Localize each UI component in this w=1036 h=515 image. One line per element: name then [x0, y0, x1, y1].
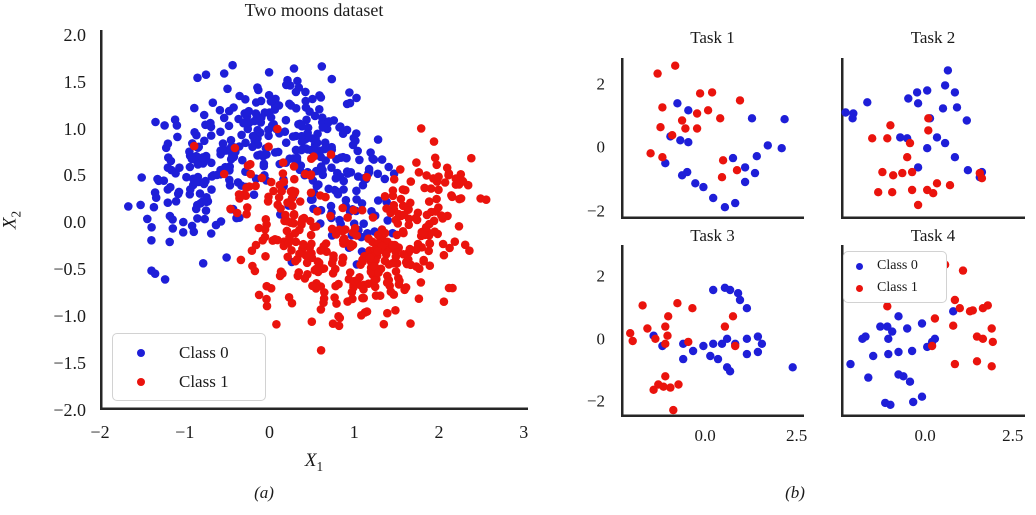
y-tick-label: 0	[596, 137, 606, 157]
legend-item-class0: Class 0	[844, 255, 946, 277]
series-class1-points	[626, 299, 740, 415]
axis-spines	[841, 58, 1025, 219]
legend-label-class1: Class 1	[179, 371, 229, 391]
series-class0-points	[846, 307, 958, 409]
axis-spines	[621, 58, 804, 219]
y-axis-label: X2	[0, 211, 24, 229]
y-tick-label: 2.0	[63, 24, 87, 45]
axis-spines	[621, 245, 804, 417]
task4-legend: Class 0 Class 1	[843, 251, 947, 303]
series-class1-points	[883, 260, 997, 371]
task3-scatter-plot: 0.0 2.5 2 0 −2	[587, 245, 807, 444]
main-plot-title: Two moons dataset	[244, 0, 384, 20]
caption-b: (b)	[785, 483, 805, 502]
series-class1-points	[868, 114, 987, 210]
caption-a: (a)	[254, 483, 274, 502]
task1-scatter-plot: 2 0 −2	[587, 58, 804, 220]
y-tick-label: −0.5	[53, 259, 86, 280]
axis-spines	[100, 30, 528, 410]
y-tick-label: −1.0	[53, 306, 86, 327]
x-tick-label: 2.5	[1002, 426, 1024, 445]
task4-title: Task 4	[910, 226, 956, 245]
legend-item-class1: Class 1	[113, 367, 265, 396]
series-class1-points	[646, 61, 745, 182]
axis-spines	[841, 245, 1025, 417]
task1-scatter-canvas	[621, 58, 804, 219]
legend-label-class1: Class 1	[877, 280, 918, 295]
y-tick-label: 1.0	[63, 118, 87, 139]
task3-title: Task 3	[690, 226, 735, 245]
x-tick-label: 2	[434, 422, 444, 442]
x-tick-label: 0.0	[914, 426, 936, 445]
x-axis-label: X1	[100, 450, 528, 475]
legend-item-class0: Class 0	[113, 338, 265, 367]
y-tick-label: −2	[586, 201, 605, 221]
class1-marker-icon	[137, 377, 145, 386]
task1-title: Task 1	[690, 28, 735, 47]
class0-marker-icon	[856, 262, 863, 270]
task2-title: Task 2	[910, 28, 956, 47]
x-tick-label: 1	[349, 422, 359, 442]
x-tick-label: 3	[519, 422, 529, 442]
y-tick-label: 2	[596, 74, 606, 93]
task3-scatter-canvas	[621, 245, 804, 417]
y-tick-label: 0.5	[63, 165, 87, 186]
main-legend: Class 0 Class 1	[112, 333, 266, 401]
series-class0-points	[841, 66, 987, 182]
legend-label-class0: Class 0	[179, 342, 229, 362]
x-tick-label: 0.0	[694, 426, 716, 445]
legend-item-class1: Class 1	[844, 277, 946, 299]
x-axis-label-base: X	[304, 450, 317, 471]
class0-marker-icon	[137, 348, 145, 357]
y-tick-label: −1.5	[53, 353, 86, 374]
series-class1-points	[189, 124, 491, 355]
y-tick-label: 2	[596, 266, 606, 286]
task2-scatter-canvas	[841, 58, 1025, 219]
x-tick-label: −1	[175, 422, 195, 442]
task4-scatter-canvas	[841, 245, 1025, 417]
x-tick-label: 2.5	[786, 426, 808, 445]
y-axis-label-sub: 2	[8, 210, 24, 218]
class1-marker-icon	[856, 284, 863, 292]
x-tick-label: 0	[265, 422, 274, 442]
x-axis-label-sub: 1	[316, 458, 324, 474]
main-scatter-canvas	[100, 30, 528, 410]
legend-label-class0: Class 0	[877, 258, 918, 273]
task4-scatter-plot: Class 0 Class 1 0.0 2.5	[841, 245, 1025, 444]
y-tick-label: 0.0	[63, 212, 87, 233]
series-class0-points	[124, 60, 399, 284]
y-tick-label: −2.0	[53, 400, 86, 420]
main-scatter-plot: X2 X1 Class 0 Class 1 −2 −1 0 1 2 3 2.0 1.5 1.0 0…	[0, 26, 528, 474]
y-tick-label: −2	[586, 391, 605, 411]
x-tick-label: −2	[90, 422, 110, 442]
y-axis-label-base: X	[0, 217, 21, 230]
series-class0-points	[661, 99, 789, 212]
task2-scatter-plot	[841, 58, 1025, 219]
y-tick-label: 1.5	[63, 71, 87, 92]
y-tick-label: 0	[596, 329, 606, 349]
